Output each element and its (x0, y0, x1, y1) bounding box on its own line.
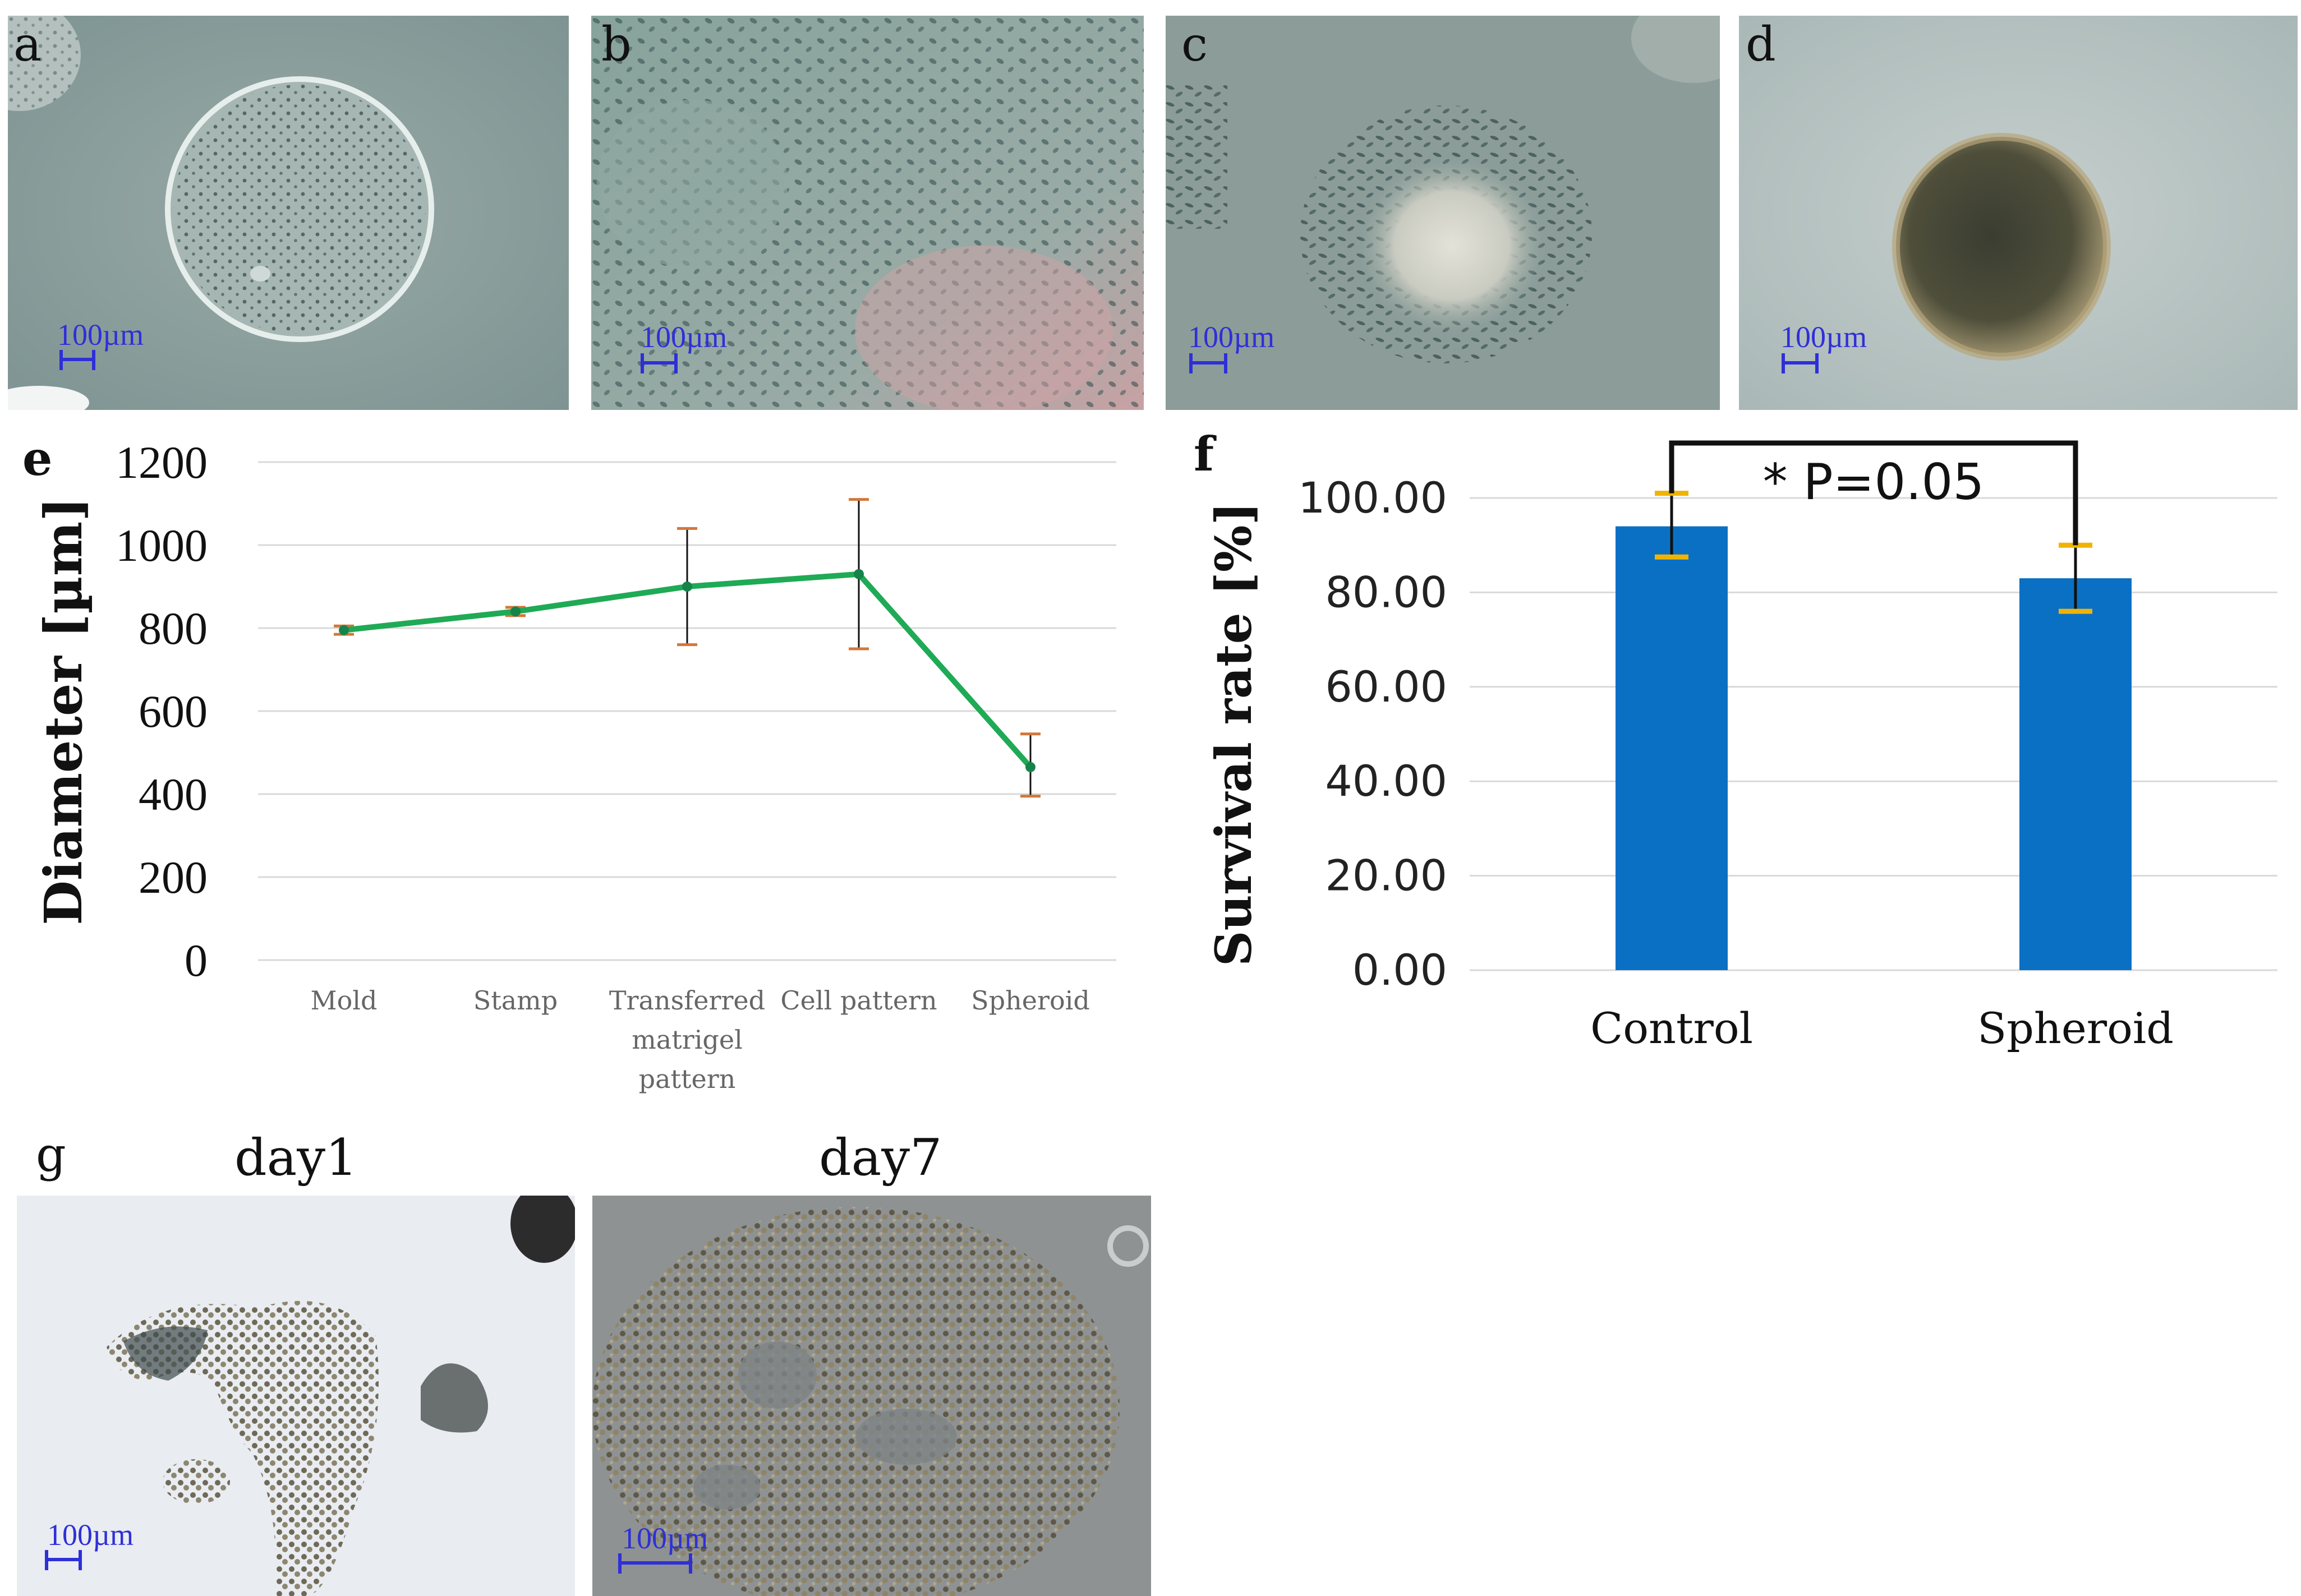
y-tick-label: 40.00 (1325, 756, 1447, 806)
day7-label: day7 (819, 1128, 942, 1187)
y-tick-label: 1000 (116, 520, 208, 571)
y-tick-label: 1200 (116, 437, 208, 488)
micrograph-b (591, 16, 1144, 410)
y-axis-label: Survival rate [%] (1204, 502, 1263, 966)
scale-bar-cap (1224, 353, 1227, 373)
panel-label-a: a (13, 17, 42, 72)
scale-bar-cap (689, 1553, 692, 1574)
x-tick-label: Stamp (473, 985, 558, 1016)
x-tick-label: Mold (311, 985, 378, 1016)
y-tick-label: 80.00 (1325, 567, 1447, 617)
panel-label-g: g (36, 1127, 66, 1182)
scale-label: 100µm (47, 1518, 134, 1552)
scale-bar (59, 358, 95, 361)
y-tick-label: 20.00 (1325, 851, 1447, 901)
scale-bar (1189, 361, 1227, 365)
bar (2019, 578, 2132, 970)
x-tick-label: Spheroid (971, 985, 1090, 1016)
x-tick-label: pattern (639, 1064, 736, 1094)
micrograph-day1 (17, 1196, 575, 1596)
data-point (510, 606, 521, 617)
panel-label-f: f (1194, 426, 1214, 482)
x-tick-label: matrigel (632, 1025, 743, 1055)
scale-bar-cap (1815, 353, 1819, 373)
x-tick-label: Control (1590, 1003, 1753, 1053)
day1-label: day1 (234, 1128, 358, 1187)
survival-bar-chart: 0.00 20.00 40.00 60.00 80.00 100.00 Survival r… (1178, 415, 2300, 1077)
data-point (854, 569, 864, 579)
scale-bar (45, 1558, 82, 1561)
data-point (682, 582, 692, 592)
diameter-line-chart: 0 200 400 600 800 1000 1200 Diameter [µm] Mold St… (0, 426, 1150, 1110)
y-tick-label: 200 (139, 852, 208, 903)
micrograph-c (1166, 16, 1720, 410)
panel-label-b: b (601, 17, 632, 72)
scale-bar-cap (1782, 353, 1785, 373)
scale-label: 100µm (1188, 320, 1275, 354)
y-tick-label: 400 (139, 769, 208, 820)
x-tick-label: Cell pattern (780, 985, 937, 1016)
micrograph-day7 (592, 1196, 1151, 1596)
scale-bar-cap (59, 350, 63, 370)
micrograph-a (8, 16, 569, 410)
y-tick-label: 0.00 (1352, 945, 1447, 995)
y-tick-label: 0 (185, 935, 208, 986)
x-tick-label: Spheroid (1977, 1003, 2174, 1053)
y-tick-label: 600 (139, 686, 208, 737)
y-axis-label: Diameter [µm] (33, 497, 94, 925)
significance-annotation: * P=0.05 (1763, 453, 1985, 511)
scale-label: 100µm (1780, 320, 1867, 354)
scale-bar-cap (674, 353, 678, 373)
panel-label-c: c (1181, 17, 1208, 72)
micrograph-d (1739, 16, 2298, 410)
scale-label: 100µm (622, 1521, 708, 1555)
scale-bar-cap (1189, 353, 1193, 373)
scale-bar (641, 361, 678, 365)
y-tick-label: 800 (139, 603, 208, 654)
data-point (1025, 762, 1036, 772)
scale-bar (618, 1561, 692, 1565)
scale-bar-cap (79, 1550, 82, 1570)
x-tick-label: Transferred (609, 985, 765, 1016)
scale-label: 100µm (57, 318, 144, 352)
y-tick-label: 100.00 (1298, 473, 1447, 523)
y-tick-label: 60.00 (1325, 662, 1447, 712)
scale-label: 100µm (641, 320, 728, 354)
scale-bar-cap (641, 353, 644, 373)
scale-bar-cap (45, 1550, 48, 1570)
data-point (339, 625, 349, 635)
bar (1616, 526, 1728, 970)
scale-bar-cap (92, 350, 95, 370)
scale-bar (1782, 361, 1819, 365)
panel-label-d: d (1746, 17, 1776, 72)
significance-bracket (1669, 440, 2078, 546)
scale-bar-cap (618, 1553, 622, 1574)
panel-label-e: e (22, 431, 53, 486)
